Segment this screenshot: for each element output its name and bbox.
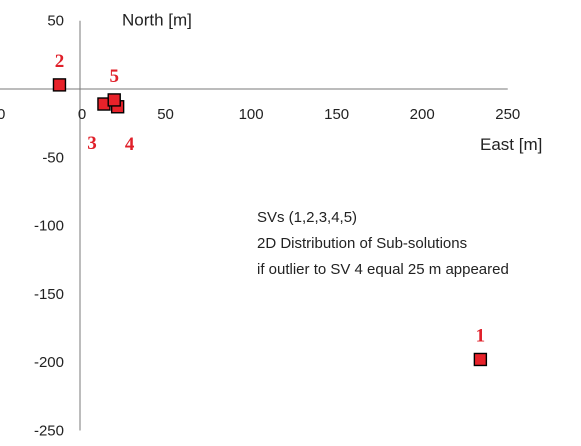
- x-tick-label: 200: [410, 106, 435, 123]
- x-tick-label: 150: [324, 106, 349, 123]
- x-tick-label: 250: [495, 106, 520, 123]
- y-axis-label: North [m]: [122, 11, 192, 30]
- x-tick-label: 100: [239, 106, 264, 123]
- origin-label: 0: [78, 106, 86, 123]
- annotation-line-3: if outlier to SV 4 equal 25 m appeared: [257, 261, 509, 278]
- x-tick-label: 50: [157, 106, 174, 123]
- y-tick-label: -250: [34, 423, 64, 440]
- y-tick-label: -150: [34, 286, 64, 303]
- data-points: 1 2 3 4 5: [52, 51, 488, 367]
- point-marker-1: [473, 352, 488, 367]
- annotation-text: SVs (1,2,3,4,5) 2D Distribution of Sub-s…: [257, 209, 509, 278]
- x-axis-label: East [m]: [480, 135, 542, 154]
- point-label-3: 3: [87, 133, 97, 154]
- y-tick-labels: 50 -50 -100 -150 -200 -250: [34, 13, 64, 440]
- y-tick-label: -200: [34, 354, 64, 371]
- point-label-1: 1: [476, 325, 486, 346]
- point-label-2: 2: [55, 51, 65, 72]
- point-marker-2: [52, 78, 67, 92]
- point-label-5: 5: [109, 66, 119, 87]
- x-tick-labels: -50 50 100 150 200 250: [0, 106, 520, 123]
- annotation-line-2: 2D Distribution of Sub-solutions: [257, 235, 467, 252]
- y-tick-label: 50: [47, 13, 64, 30]
- y-tick-label: -100: [34, 218, 64, 235]
- x-tick-label: -50: [0, 106, 5, 123]
- point-marker-5: [107, 93, 121, 107]
- annotation-line-1: SVs (1,2,3,4,5): [257, 209, 357, 226]
- y-tick-label: -50: [42, 149, 64, 166]
- axes: [0, 20, 508, 431]
- point-label-4: 4: [125, 134, 135, 155]
